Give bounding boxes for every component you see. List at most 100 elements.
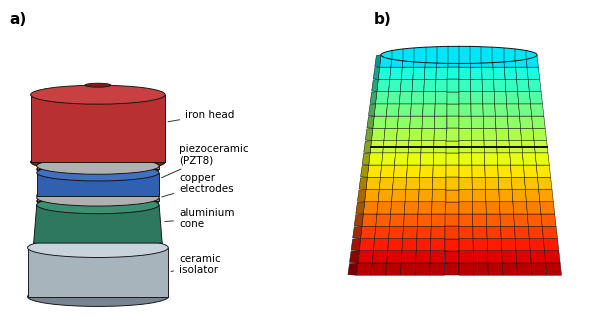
Ellipse shape [34, 234, 162, 252]
Polygon shape [403, 214, 418, 226]
Polygon shape [375, 55, 381, 67]
Polygon shape [405, 190, 419, 202]
Polygon shape [430, 263, 444, 275]
Polygon shape [444, 263, 459, 275]
Polygon shape [400, 263, 416, 275]
Polygon shape [471, 104, 483, 116]
Polygon shape [472, 202, 487, 214]
Polygon shape [377, 202, 392, 214]
Polygon shape [411, 104, 424, 116]
Polygon shape [473, 238, 488, 251]
Polygon shape [394, 165, 408, 177]
Polygon shape [473, 251, 488, 263]
Polygon shape [472, 214, 487, 226]
Polygon shape [459, 263, 474, 275]
Polygon shape [412, 79, 424, 92]
Polygon shape [459, 251, 474, 263]
Polygon shape [459, 214, 473, 226]
Polygon shape [501, 238, 516, 251]
Polygon shape [34, 205, 162, 243]
Ellipse shape [37, 165, 159, 181]
Ellipse shape [31, 85, 165, 104]
Polygon shape [470, 55, 482, 67]
Polygon shape [515, 226, 529, 238]
Polygon shape [495, 116, 508, 128]
Polygon shape [542, 226, 558, 238]
Polygon shape [431, 214, 446, 226]
Polygon shape [370, 141, 384, 153]
Polygon shape [358, 251, 373, 263]
Polygon shape [447, 104, 459, 116]
Polygon shape [510, 153, 523, 165]
Polygon shape [539, 190, 553, 202]
Polygon shape [391, 55, 403, 67]
Polygon shape [447, 55, 459, 67]
Polygon shape [546, 263, 562, 275]
Polygon shape [459, 177, 472, 190]
Polygon shape [370, 92, 377, 104]
Polygon shape [447, 116, 459, 128]
Ellipse shape [37, 161, 159, 178]
Polygon shape [496, 128, 509, 141]
Polygon shape [390, 67, 402, 79]
Polygon shape [541, 214, 556, 226]
Polygon shape [536, 153, 550, 165]
Polygon shape [410, 116, 423, 128]
Polygon shape [483, 104, 495, 116]
Polygon shape [400, 92, 412, 104]
Polygon shape [430, 238, 445, 251]
Polygon shape [524, 177, 539, 190]
Polygon shape [445, 238, 459, 251]
Polygon shape [360, 226, 376, 238]
Polygon shape [367, 165, 382, 177]
Polygon shape [395, 153, 408, 165]
Polygon shape [483, 128, 496, 141]
Polygon shape [523, 165, 537, 177]
Polygon shape [392, 177, 406, 190]
Polygon shape [382, 153, 395, 165]
Polygon shape [498, 165, 512, 177]
Polygon shape [367, 116, 374, 128]
Text: ceramic
isolator: ceramic isolator [171, 254, 221, 275]
Polygon shape [531, 263, 547, 275]
Polygon shape [419, 177, 433, 190]
Polygon shape [37, 198, 159, 201]
Polygon shape [474, 263, 488, 275]
Polygon shape [500, 214, 515, 226]
Polygon shape [435, 92, 447, 104]
Polygon shape [28, 248, 168, 297]
Ellipse shape [381, 46, 537, 64]
Polygon shape [488, 251, 502, 263]
Polygon shape [459, 190, 472, 202]
Polygon shape [424, 92, 436, 104]
Polygon shape [459, 79, 471, 92]
Polygon shape [520, 116, 533, 128]
Polygon shape [414, 55, 425, 67]
Polygon shape [471, 128, 484, 141]
Polygon shape [459, 104, 471, 116]
Polygon shape [431, 226, 445, 238]
Polygon shape [485, 177, 499, 190]
Polygon shape [447, 92, 459, 104]
Polygon shape [486, 202, 500, 214]
Polygon shape [471, 67, 482, 79]
Polygon shape [512, 177, 526, 190]
Polygon shape [494, 79, 506, 92]
Polygon shape [485, 165, 498, 177]
Polygon shape [507, 104, 520, 116]
Polygon shape [513, 214, 528, 226]
Polygon shape [387, 92, 400, 104]
Polygon shape [504, 55, 516, 67]
Polygon shape [517, 79, 529, 92]
Polygon shape [493, 55, 504, 67]
Polygon shape [512, 190, 526, 202]
Ellipse shape [28, 287, 168, 307]
Polygon shape [368, 104, 376, 116]
Polygon shape [388, 238, 403, 251]
Polygon shape [37, 173, 159, 196]
Polygon shape [536, 165, 551, 177]
Polygon shape [357, 190, 366, 202]
Polygon shape [518, 92, 531, 104]
Polygon shape [510, 165, 524, 177]
Polygon shape [402, 238, 417, 251]
